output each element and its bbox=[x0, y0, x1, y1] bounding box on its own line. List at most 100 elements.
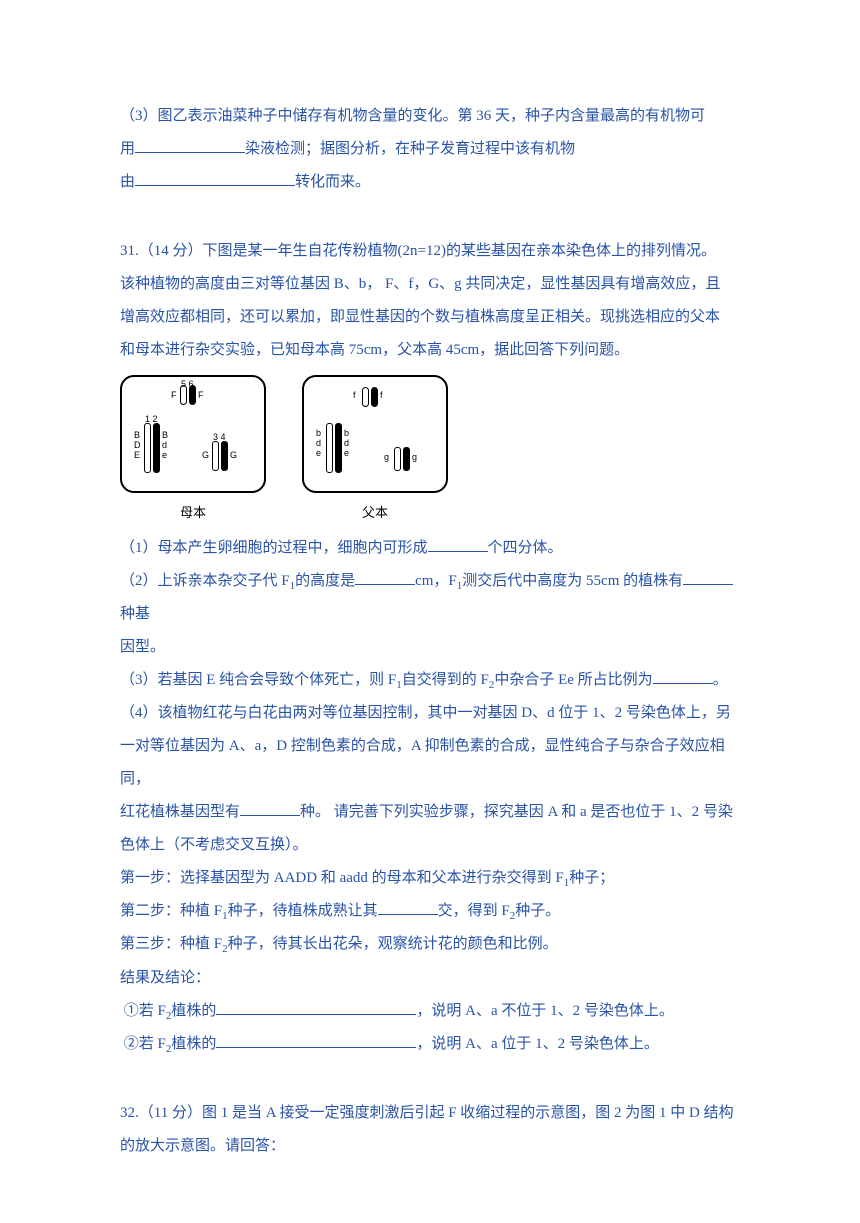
blank bbox=[683, 569, 733, 585]
q31-stem-1: 31.（14 分）下图是某一年生自花传粉植物(2n=12)的某些基因在亲本染色体… bbox=[120, 235, 740, 268]
caption-father: 父本 bbox=[302, 499, 448, 528]
blank bbox=[378, 899, 438, 915]
chrom-pair-top bbox=[362, 387, 378, 407]
text: 中杂合子 Ee 所占比例为 bbox=[494, 672, 652, 688]
num-label: 5 6 bbox=[181, 380, 194, 390]
text: 染液检测；据图分析，在种子发育过程中该有机物 bbox=[245, 141, 575, 157]
allele-label: F bbox=[171, 391, 177, 401]
figure-row: 5 6 F F 1 2 B D E B d e 3 4 G G bbox=[120, 375, 740, 493]
q30-3-line1: （3）图乙表示油菜种子中储存有机物含量的变化。第 36 天，种子内含量最高的有机… bbox=[120, 100, 740, 133]
text: 植株的 bbox=[171, 1036, 216, 1052]
blank bbox=[135, 137, 245, 153]
q31-1: （1）母本产生卵细胞的过程中，细胞内可形成 个四分体。 bbox=[120, 532, 740, 565]
chromosome-icon bbox=[144, 423, 151, 473]
gap bbox=[120, 199, 740, 235]
father-figure: f f b d e b d e g g bbox=[302, 375, 448, 493]
blank bbox=[216, 1032, 416, 1048]
chrom-pair-left bbox=[326, 423, 342, 473]
caption-row: 母本 父本 bbox=[120, 499, 740, 528]
chromosome-icon bbox=[394, 447, 401, 471]
result-header: 结果及结论： bbox=[120, 962, 740, 995]
allele-label: B D E bbox=[134, 431, 141, 461]
step1: 第一步：选择基因型为 AADD 和 aadd 的母本和父本进行杂交得到 F1种子… bbox=[120, 862, 740, 895]
text: 种。 请完善下列实验步骤，探究基因 A 和 a 是否也位于 1、2 号染 bbox=[300, 804, 733, 820]
chromosome-icon bbox=[362, 387, 369, 407]
text: 由 bbox=[120, 174, 135, 190]
q31-4-l2: 一对等位基因为 A、a，D 控制色素的合成，A 抑制色素的合成，显性纯合子与杂合… bbox=[120, 730, 740, 796]
chromosome-icon bbox=[212, 441, 219, 471]
mother-figure: 5 6 F F 1 2 B D E B d e 3 4 G G bbox=[120, 375, 266, 493]
chrom-pair-right bbox=[394, 447, 410, 471]
num-label: 3 4 bbox=[213, 433, 226, 443]
text: ，说明 A、a 不位于 1、2 号染色体上。 bbox=[416, 1003, 674, 1019]
allele-label: f bbox=[353, 391, 356, 401]
allele-label: f bbox=[380, 391, 383, 401]
q31-stem-4: 和母本进行杂交实验，已知母本高 75cm，父本高 45cm，据此回答下列问题。 bbox=[120, 334, 740, 367]
q31-3: （3）若基因 E 纯合会导致个体死亡，则 F1自交得到的 F2中杂合子 Ee 所… bbox=[120, 664, 740, 697]
text: 种子，待植株成熟让其 bbox=[228, 903, 378, 919]
text: 用 bbox=[120, 141, 135, 157]
allele-label: b d e bbox=[344, 429, 349, 459]
allele-label: G bbox=[202, 451, 209, 461]
chrom-pair-left bbox=[144, 423, 160, 473]
q31-4-l1: （4）该植物红花与白花由两对等位基因控制，其中一对基因 D、d 位于 1、2 号… bbox=[120, 697, 740, 730]
text: 第二步：种植 F bbox=[120, 903, 222, 919]
blank bbox=[355, 569, 415, 585]
allele-label: F bbox=[198, 391, 204, 401]
result2: ②若 F2植株的，说明 A、a 位于 1、2 号染色体上。 bbox=[120, 1028, 740, 1061]
text: 的高度是 bbox=[295, 573, 355, 589]
text: （1）母本产生卵细胞的过程中，细胞内可形成 bbox=[120, 540, 428, 556]
q30-3-line2: 用 染液检测；据图分析，在种子发育过程中该有机物 bbox=[120, 133, 740, 166]
chromosome-icon bbox=[335, 423, 342, 473]
text: 红花植株基因型有 bbox=[120, 804, 240, 820]
text: ①若 F bbox=[124, 1003, 166, 1019]
allele-label: g bbox=[384, 453, 389, 463]
chromosome-icon bbox=[221, 441, 228, 471]
step3: 第三步：种植 F2种子，待其长出花朵，观察统计花的颜色和比例。 bbox=[120, 928, 740, 961]
caption-mother: 母本 bbox=[120, 499, 266, 528]
text: ②若 F bbox=[124, 1036, 166, 1052]
text: （2）上诉亲本杂交子代 F bbox=[120, 573, 290, 589]
blank bbox=[216, 999, 416, 1015]
text: 种子； bbox=[569, 870, 614, 886]
text: 第三步：种植 F bbox=[120, 936, 222, 952]
blank bbox=[653, 668, 713, 684]
chrom-pair-right bbox=[212, 441, 228, 471]
text: 种基 bbox=[120, 606, 150, 622]
chromosome-figures: 5 6 F F 1 2 B D E B d e 3 4 G G bbox=[120, 375, 740, 528]
q31-stem-3: 增高效应都相同，还可以累加，即显性基因的个数与植株高度呈正相关。现挑选相应的父本 bbox=[120, 301, 740, 334]
q32-l2: 的放大示意图。请回答： bbox=[120, 1130, 740, 1163]
allele-label: G bbox=[230, 451, 237, 461]
text: 测交后代中高度为 55cm 的植株有 bbox=[462, 573, 683, 589]
text: 。 bbox=[713, 672, 728, 688]
text: 种子。 bbox=[515, 903, 560, 919]
q32-l1: 32.（11 分）图 1 是当 A 接受一定强度刺激后引起 F 收缩过程的示意图… bbox=[120, 1097, 740, 1130]
blank bbox=[135, 170, 295, 186]
step2: 第二步：种植 F1种子，待植株成熟让其交，得到 F2种子。 bbox=[120, 895, 740, 928]
blank bbox=[428, 536, 488, 552]
allele-label: g bbox=[412, 453, 417, 463]
q31-4-l4: 色体上（不考虑交叉互换）。 bbox=[120, 829, 740, 862]
text: 第一步：选择基因型为 AADD 和 aadd 的母本和父本进行杂交得到 F bbox=[120, 870, 564, 886]
text: 自交得到的 F bbox=[402, 672, 489, 688]
blank bbox=[240, 800, 300, 816]
text: 转化而来。 bbox=[295, 174, 370, 190]
q31-stem-2: 该种植物的高度由三对等位基因 B、b， F、f，G、g 共同决定，显性基因具有增… bbox=[120, 268, 740, 301]
chromosome-icon bbox=[371, 387, 378, 407]
chromosome-icon bbox=[153, 423, 160, 473]
text: 种子，待其长出花朵，观察统计花的颜色和比例。 bbox=[228, 936, 558, 952]
q31-2-l1: （2）上诉亲本杂交子代 F1的高度是cm，F1测交后代中高度为 55cm 的植株… bbox=[120, 565, 740, 631]
text: cm，F bbox=[415, 573, 457, 589]
text: 植株的 bbox=[171, 1003, 216, 1019]
chromosome-icon bbox=[403, 447, 410, 471]
text: 交，得到 F bbox=[438, 903, 510, 919]
allele-label: b d e bbox=[316, 429, 321, 459]
q31-4-l3: 红花植株基因型有 种。 请完善下列实验步骤，探究基因 A 和 a 是否也位于 1、… bbox=[120, 796, 740, 829]
num-label: 1 2 bbox=[145, 415, 158, 425]
q31-2-l2: 因型。 bbox=[120, 631, 740, 664]
allele-label: B d e bbox=[162, 431, 168, 461]
text: （3）若基因 E 纯合会导致个体死亡，则 F bbox=[120, 672, 396, 688]
gap bbox=[120, 1061, 740, 1097]
text: 个四分体。 bbox=[488, 540, 563, 556]
chromosome-icon bbox=[326, 423, 333, 473]
